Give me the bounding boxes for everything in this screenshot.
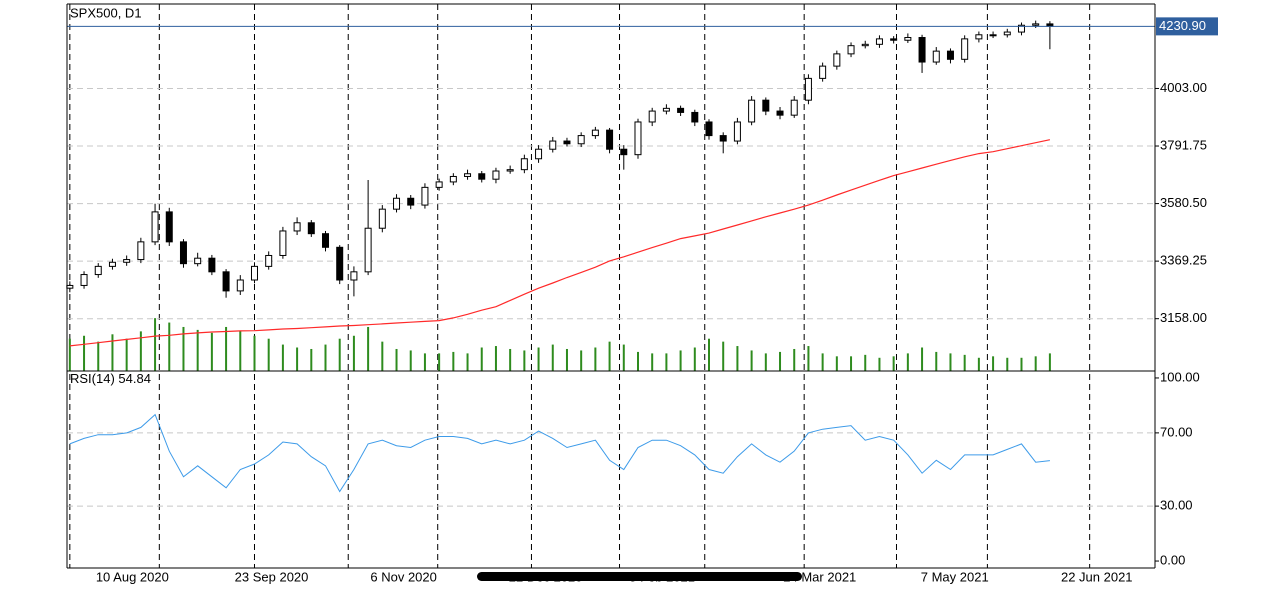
candle-body — [932, 50, 940, 63]
candle-body — [478, 173, 486, 180]
candle-body — [435, 181, 443, 188]
x-tick-label: 6 Nov 2020 — [370, 569, 437, 584]
candle-body — [293, 222, 301, 232]
candle-body — [677, 107, 685, 113]
candle-body — [918, 37, 926, 63]
candle-body — [904, 37, 912, 41]
candle-body — [577, 135, 585, 145]
candle-body — [378, 208, 386, 229]
candle-body — [464, 173, 472, 177]
candle-body — [648, 110, 656, 123]
candle-body — [1017, 24, 1025, 33]
candle-body — [265, 254, 273, 267]
candle-body — [691, 111, 699, 123]
candle-body — [890, 38, 898, 41]
candle-body — [776, 110, 784, 116]
candle-body — [634, 121, 642, 156]
rsi-y-tick-label: 30.00 — [1160, 498, 1193, 513]
candle-body — [748, 99, 756, 123]
candle-body — [1032, 23, 1040, 26]
candle-body — [165, 211, 173, 243]
candle-body — [705, 121, 713, 137]
y-tick-label: 3791.75 — [1160, 137, 1207, 152]
candle-body — [804, 77, 812, 101]
candle-body — [961, 38, 969, 60]
rsi-y-tick-label: 100.00 — [1160, 369, 1200, 384]
candle-body — [336, 246, 344, 281]
chart-title: SPX500, D1 — [70, 5, 142, 20]
x-tick-label: 23 Sep 2020 — [235, 569, 309, 584]
x-tick-label: 10 Aug 2020 — [96, 569, 169, 584]
candle-body — [790, 99, 798, 116]
y-tick-label: 3369.25 — [1160, 253, 1207, 268]
rsi-y-tick-label: 0.00 — [1160, 552, 1185, 567]
x-tick-label: 22 Jun 2021 — [1061, 569, 1133, 584]
moving-average — [69, 139, 1051, 347]
candle-body — [833, 53, 841, 67]
candle-body — [946, 50, 954, 60]
candle-body — [606, 129, 614, 150]
candle-body — [563, 140, 571, 145]
candle-body — [179, 241, 187, 265]
candle-body — [535, 148, 543, 160]
last-price-box — [1156, 17, 1218, 36]
candle-body — [762, 99, 770, 112]
candle-body — [80, 274, 88, 286]
y-tick-label: 3580.50 — [1160, 195, 1207, 210]
candle-body — [208, 257, 216, 273]
candle-body — [733, 121, 741, 142]
candle-body — [250, 265, 258, 281]
candle-body — [492, 170, 500, 180]
candle-body — [236, 279, 244, 292]
y-tick-label: 4003.00 — [1160, 80, 1207, 95]
candle-body — [322, 233, 330, 248]
candle-body — [137, 241, 145, 261]
candle-body — [393, 197, 401, 210]
candle-body — [66, 284, 74, 289]
candle-body — [151, 211, 159, 243]
candle-body — [506, 169, 514, 172]
candle-body — [549, 140, 557, 150]
candle-body — [222, 271, 230, 292]
x-tick-label: 7 May 2021 — [921, 569, 989, 584]
last-price-label: 4230.90 — [1159, 18, 1206, 33]
rsi-value: 54.84 — [118, 371, 151, 386]
candle-body — [591, 129, 599, 137]
x-tick-label: 24 Mar 2021 — [783, 569, 856, 584]
candle-body — [875, 38, 883, 45]
candle-body — [861, 43, 869, 47]
candle-body — [449, 175, 457, 183]
candle-body — [989, 34, 997, 37]
candle-body — [662, 107, 670, 112]
candle-body — [108, 261, 116, 267]
candle-body — [123, 259, 131, 263]
candle-body — [719, 135, 727, 142]
candle-body — [350, 271, 358, 281]
candle-body — [421, 186, 429, 206]
rsi-title: RSI(14) 54.84 — [70, 371, 151, 386]
y-tick-label: 3158.00 — [1160, 310, 1207, 325]
candle-body — [307, 222, 315, 235]
candle-body — [847, 45, 855, 55]
candle-body — [819, 65, 827, 79]
home-indicator — [477, 572, 802, 581]
candle-body — [279, 230, 287, 256]
candle-body — [975, 34, 983, 40]
candle-body — [364, 227, 372, 273]
candle-body — [1003, 31, 1011, 36]
candle-body — [620, 148, 628, 156]
rsi-name: RSI(14) — [70, 371, 115, 386]
rsi-y-tick-label: 70.00 — [1160, 424, 1193, 439]
candle-body — [94, 265, 102, 276]
candle-body — [407, 197, 415, 206]
candle-body — [194, 257, 202, 265]
rsi-line — [69, 413, 1050, 493]
candle-body — [520, 158, 528, 171]
